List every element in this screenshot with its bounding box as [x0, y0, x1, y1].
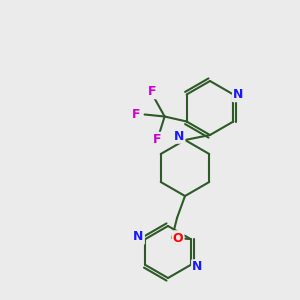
- Text: F: F: [153, 133, 162, 146]
- Text: O: O: [173, 232, 183, 244]
- Text: F: F: [148, 85, 157, 98]
- Text: N: N: [233, 88, 244, 101]
- Text: N: N: [133, 230, 144, 244]
- Text: N: N: [174, 130, 184, 142]
- Text: F: F: [132, 108, 141, 121]
- Text: N: N: [192, 260, 203, 274]
